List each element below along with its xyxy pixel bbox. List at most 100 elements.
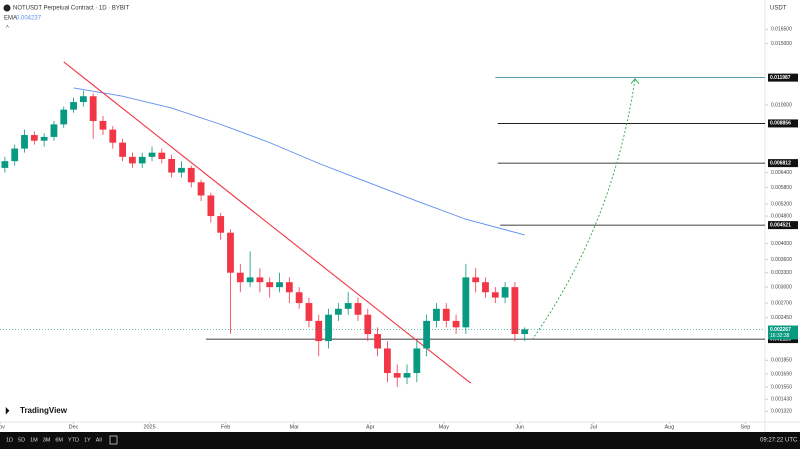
candle-body bbox=[462, 277, 470, 328]
arrow-head bbox=[630, 78, 640, 85]
candle-body bbox=[423, 320, 431, 349]
candle-body bbox=[79, 96, 87, 103]
candle-body bbox=[315, 320, 323, 342]
candle-body bbox=[491, 292, 499, 298]
candle-body bbox=[197, 182, 205, 196]
candle-body bbox=[40, 136, 48, 141]
range-button[interactable]: 1M bbox=[30, 437, 38, 443]
x-tick-label: Jul bbox=[590, 424, 597, 430]
y-tick-label: 0.003000 bbox=[771, 284, 792, 290]
candle-body bbox=[403, 373, 411, 378]
candle-body bbox=[178, 167, 185, 173]
level-tag bbox=[768, 221, 798, 230]
symbol-icon bbox=[3, 4, 11, 12]
candle-body bbox=[384, 348, 391, 374]
level-label: 0.011987 bbox=[770, 75, 791, 81]
candle-body bbox=[70, 102, 77, 110]
candle-body bbox=[60, 109, 68, 125]
candle-body bbox=[138, 156, 146, 164]
y-tick-label: 0.016500 bbox=[771, 27, 792, 33]
level-label: 0.006812 bbox=[770, 160, 791, 166]
candle-body bbox=[393, 373, 401, 378]
candle-body bbox=[295, 292, 303, 304]
candle-body bbox=[99, 120, 107, 130]
candle-body bbox=[109, 129, 117, 143]
x-tick-label: Mar bbox=[289, 424, 299, 430]
range-button[interactable]: 6M bbox=[55, 437, 63, 443]
last-price-tag bbox=[768, 325, 798, 340]
y-tick-label: 0.003600 bbox=[771, 257, 792, 263]
candle-body bbox=[364, 314, 372, 335]
candle-body bbox=[236, 272, 244, 283]
y-tick-label: 0.001320 bbox=[771, 409, 792, 415]
candle-body bbox=[227, 232, 234, 273]
y-tick-label: 0.004000 bbox=[771, 241, 792, 247]
y-tick-label: 0.003300 bbox=[771, 270, 792, 276]
x-tick-label: 2025 bbox=[143, 424, 155, 430]
chart-title: NOTUSDT Perpetual Contract · 1D · BYBIT bbox=[13, 6, 130, 12]
candle-body bbox=[305, 303, 313, 321]
candle-body bbox=[30, 135, 38, 141]
brand-logo: ⏵ TradingView bbox=[5, 405, 68, 415]
candle-body bbox=[246, 277, 254, 283]
projection-arrow bbox=[531, 78, 636, 340]
candle-body bbox=[207, 195, 215, 217]
candle-body bbox=[344, 303, 352, 309]
x-tick-label: Feb bbox=[221, 424, 230, 430]
level-label: 0.008856 bbox=[770, 121, 791, 127]
candle-body bbox=[187, 167, 195, 183]
range-button[interactable]: 3M bbox=[43, 437, 51, 443]
x-tick-label: Apr bbox=[366, 424, 375, 430]
candle-body bbox=[334, 308, 342, 315]
candle-body bbox=[276, 282, 283, 288]
y-tick-label: 0.001550 bbox=[771, 384, 792, 390]
range-button[interactable]: All bbox=[96, 437, 102, 443]
y-tick-label: 0.001690 bbox=[771, 371, 792, 377]
y-tick-label: 0.006400 bbox=[771, 170, 792, 176]
candle-body bbox=[285, 282, 293, 293]
range-button[interactable]: YTD bbox=[68, 437, 79, 443]
x-tick-label: Sep bbox=[740, 424, 750, 430]
candle-body bbox=[482, 282, 489, 293]
y-tick-label: 0.001430 bbox=[771, 397, 792, 403]
range-button[interactable]: 5D bbox=[18, 437, 25, 443]
ema-line bbox=[73, 87, 525, 236]
calendar-icon[interactable] bbox=[109, 435, 118, 445]
x-tick-label: Jun bbox=[515, 424, 524, 430]
x-tick-label: Dec bbox=[69, 424, 79, 430]
last-price-label: 0.002267 bbox=[770, 327, 791, 333]
candle-body bbox=[511, 287, 519, 335]
currency-label: USDT bbox=[770, 6, 787, 12]
level-tag bbox=[768, 73, 798, 82]
candle-body bbox=[354, 303, 362, 315]
range-button[interactable]: 1Y bbox=[84, 437, 91, 443]
logo-mark: ⏵ bbox=[5, 405, 10, 415]
bottom-toolbar bbox=[0, 432, 800, 449]
y-tick-label: 0.010000 bbox=[771, 102, 792, 108]
countdown: 16:32:38 bbox=[770, 333, 790, 339]
y-tick-label: 0.004800 bbox=[771, 213, 792, 219]
candle-body bbox=[21, 135, 28, 149]
clock: 09:27:22 UTC bbox=[760, 438, 798, 444]
brand-name: TradingView bbox=[20, 406, 68, 415]
candle-body bbox=[119, 142, 126, 157]
range-button[interactable]: 1D bbox=[6, 437, 13, 443]
candle-body bbox=[266, 282, 274, 288]
collapse-toggle[interactable]: ^ bbox=[6, 26, 9, 32]
plot-area bbox=[0, 61, 765, 388]
y-tick-label: 0.015000 bbox=[771, 41, 792, 47]
candle-body bbox=[501, 287, 509, 298]
y-tick-label: 0.001850 bbox=[771, 358, 792, 364]
candle-body bbox=[217, 216, 225, 233]
candle-body bbox=[158, 152, 166, 159]
x-tick-label: May bbox=[439, 424, 450, 430]
candle-body bbox=[325, 314, 332, 342]
candle-body bbox=[129, 156, 136, 164]
candle-body bbox=[374, 334, 381, 349]
candle-body bbox=[148, 152, 156, 157]
candle-body bbox=[521, 329, 529, 335]
candle-body bbox=[472, 277, 480, 283]
candle-body bbox=[433, 308, 440, 321]
